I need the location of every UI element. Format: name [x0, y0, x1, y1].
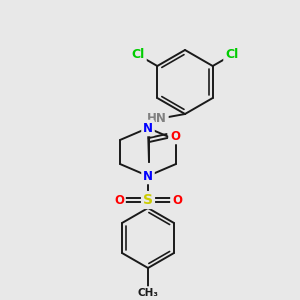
Text: CH₃: CH₃: [137, 288, 158, 298]
Text: O: O: [170, 130, 180, 142]
Text: HN: HN: [147, 112, 167, 124]
Text: O: O: [172, 194, 182, 206]
Text: Cl: Cl: [225, 49, 238, 62]
Text: N: N: [143, 122, 153, 134]
Text: N: N: [143, 169, 153, 182]
Text: O: O: [114, 194, 124, 206]
Text: Cl: Cl: [132, 49, 145, 62]
Text: S: S: [143, 193, 153, 207]
